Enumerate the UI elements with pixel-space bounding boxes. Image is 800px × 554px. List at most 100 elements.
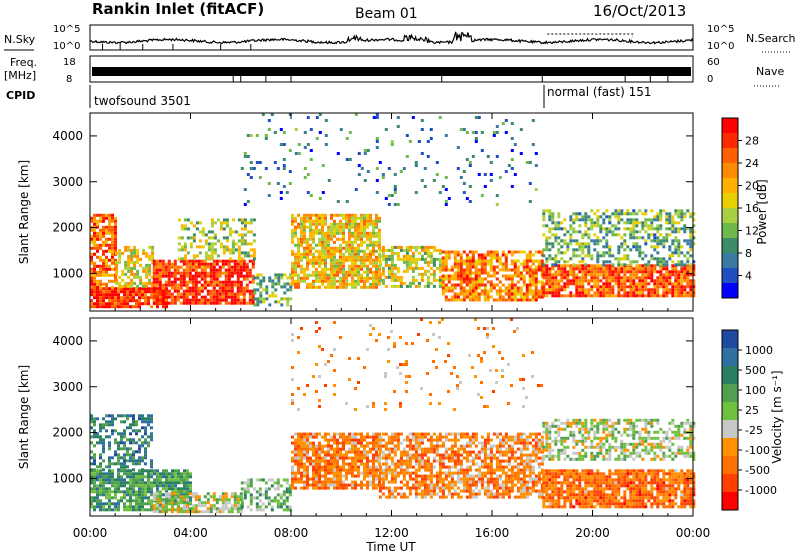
heatmap-cell: [366, 267, 369, 271]
heatmap-cell: [142, 248, 146, 252]
heatmap-cell: [108, 231, 111, 235]
heatmap-cell: [191, 280, 195, 284]
heatmap-cell: [236, 301, 240, 305]
heatmap-cell: [108, 459, 111, 463]
heatmap-cell: [351, 234, 354, 238]
heatmap-cell: [671, 242, 675, 246]
heatmap-cell: [351, 267, 354, 271]
heatmap-cell: [650, 233, 654, 237]
heatmap-cell: [551, 221, 555, 225]
heatmap-cell: [147, 472, 150, 476]
heatmap-cell: [215, 271, 219, 275]
heatmap-cell: [99, 441, 102, 445]
heatmap-cell: [680, 294, 684, 298]
heatmap-cell: [258, 487, 262, 491]
heatmap-cell: [102, 508, 105, 512]
heatmap-cell: [545, 236, 549, 240]
heatmap-cell: [393, 447, 397, 451]
heatmap-cell: [381, 477, 385, 481]
heatmap-cell: [641, 285, 645, 289]
heatmap-cell: [283, 285, 287, 289]
heatmap-cell: [297, 468, 300, 472]
heatmap-cell: [212, 504, 216, 508]
heatmap-cell: [534, 280, 538, 284]
heatmap-cell: [198, 239, 202, 243]
heatmap-cell: [99, 435, 102, 439]
heatmap-cell: [219, 242, 223, 246]
heatmap-cell: [93, 237, 96, 241]
heatmap-cell: [312, 486, 315, 490]
heatmap-cell: [336, 264, 339, 268]
heatmap-cell: [236, 277, 240, 281]
heatmap-cell: [516, 265, 520, 269]
heatmap-cell: [114, 505, 117, 509]
heatmap-cell: [465, 295, 469, 299]
heatmap-cell: [333, 276, 336, 280]
heatmap-cell: [161, 259, 165, 263]
heatmap-cell: [215, 274, 219, 278]
heatmap-cell: [168, 475, 171, 479]
heatmap-cell: [132, 423, 135, 427]
heatmap-cell: [303, 432, 306, 436]
heatmap-cell: [411, 251, 415, 255]
heatmap-cell: [300, 453, 303, 457]
heatmap-cell: [596, 239, 600, 243]
heatmap-cell: [531, 298, 535, 302]
heatmap-cell: [372, 435, 375, 439]
heatmap-cell: [282, 490, 286, 494]
heatmap-cell: [93, 481, 96, 485]
heatmap-cell: [450, 265, 454, 269]
heatmap-cell: [554, 236, 558, 240]
heatmap-cell: [159, 472, 162, 476]
heatmap-cell: [294, 456, 297, 460]
heatmap-cell: [369, 459, 372, 463]
heatmap-cell: [330, 465, 333, 469]
heatmap-cell: [170, 504, 174, 508]
heatmap-cell: [170, 295, 174, 299]
heatmap-cell: [501, 265, 505, 269]
heatmap-cell: [253, 291, 257, 295]
heatmap-cell: [402, 257, 406, 261]
heatmap-cell: [354, 258, 357, 262]
heatmap-cell: [548, 248, 552, 252]
heatmap-cell: [572, 212, 576, 216]
heatmap-cell: [659, 239, 663, 243]
heatmap-cell: [351, 486, 354, 490]
heatmap-cell: [662, 288, 666, 292]
heatmap-cell: [204, 257, 208, 261]
heatmap-cell: [447, 298, 451, 302]
heatmap-cell: [114, 296, 117, 300]
heatmap-cell: [282, 167, 286, 170]
heatmap-cell: [117, 447, 120, 451]
heatmap-cell: [188, 298, 192, 302]
heatmap-cell: [111, 490, 114, 494]
heatmap-cell: [522, 283, 526, 287]
heatmap-cell: [587, 264, 591, 268]
heatmap-cell: [120, 290, 123, 294]
heatmap-cell: [264, 493, 268, 497]
heatmap-cell: [256, 300, 260, 304]
heatmap-cell: [327, 459, 330, 463]
heatmap-cell: [468, 262, 472, 266]
heatmap-cell: [441, 259, 445, 263]
heatmap-cell: [123, 305, 126, 309]
heatmap-cell: [438, 257, 442, 261]
heatmap-cell: [108, 296, 111, 300]
heatmap-cell: [99, 264, 102, 268]
heatmap-cell: [599, 224, 603, 228]
heatmap-cell: [390, 284, 394, 288]
heatmap-cell: [626, 212, 630, 216]
heatmap-cell: [156, 287, 159, 291]
heatmap-cell: [218, 259, 222, 263]
heatmap-cell: [677, 245, 681, 249]
heatmap-cell: [115, 269, 119, 273]
heatmap-cell: [599, 279, 603, 283]
heatmap-cell: [363, 444, 366, 448]
heatmap-cell: [242, 292, 246, 296]
heatmap-cell: [161, 504, 165, 508]
heatmap-cell: [303, 270, 306, 274]
heatmap-cell: [315, 261, 318, 265]
heatmap-cell: [342, 276, 345, 280]
heatmap-cell: [161, 298, 165, 302]
heatmap-cell: [626, 257, 630, 261]
